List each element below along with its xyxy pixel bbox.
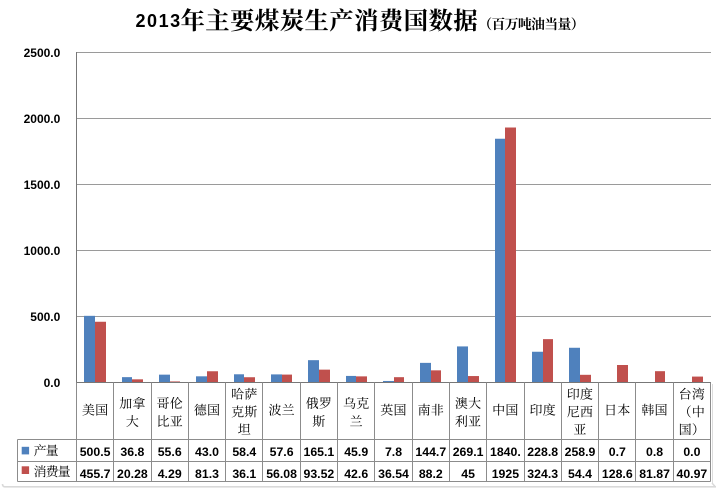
svg-text:40.97: 40.97 (677, 467, 708, 481)
svg-text:2013: 2013 (136, 11, 182, 31)
svg-text:57.6: 57.6 (270, 445, 294, 459)
svg-text:93.52: 93.52 (304, 467, 335, 481)
svg-text:54.4: 54.4 (568, 467, 592, 481)
svg-text:56.08: 56.08 (266, 467, 297, 481)
svg-text:128.6: 128.6 (602, 467, 633, 481)
svg-text:2500.0: 2500.0 (24, 46, 61, 60)
svg-text:55.6: 55.6 (158, 445, 182, 459)
svg-text:258.9: 258.9 (565, 445, 596, 459)
svg-text:88.2: 88.2 (419, 467, 443, 481)
svg-text:269.1: 269.1 (453, 445, 484, 459)
svg-text:0.8: 0.8 (646, 445, 663, 459)
svg-text:0.0: 0.0 (44, 376, 61, 390)
svg-text:45.9: 45.9 (344, 445, 368, 459)
svg-text:7.8: 7.8 (385, 445, 402, 459)
svg-text:0.7: 0.7 (609, 445, 626, 459)
svg-text:81.87: 81.87 (639, 467, 670, 481)
svg-text:1000.0: 1000.0 (24, 244, 61, 258)
svg-text:2000.0: 2000.0 (24, 112, 61, 126)
svg-text:4.29: 4.29 (158, 467, 182, 481)
svg-text:1500.0: 1500.0 (24, 178, 61, 192)
svg-text:45: 45 (461, 467, 475, 481)
svg-text:42.6: 42.6 (344, 467, 368, 481)
svg-text:58.4: 58.4 (232, 445, 256, 459)
svg-text:1925: 1925 (492, 467, 520, 481)
svg-text:165.1: 165.1 (304, 445, 335, 459)
svg-text:43.0: 43.0 (195, 445, 219, 459)
svg-text:144.7: 144.7 (415, 445, 446, 459)
svg-text:500.0: 500.0 (30, 310, 60, 324)
svg-text:1840.: 1840. (490, 445, 521, 459)
svg-text:324.3: 324.3 (527, 467, 558, 481)
svg-text:36.54: 36.54 (378, 467, 409, 481)
svg-text:228.8: 228.8 (527, 445, 558, 459)
svg-text:0.0: 0.0 (683, 445, 700, 459)
svg-text:455.7: 455.7 (80, 467, 111, 481)
svg-text:500.5: 500.5 (80, 445, 111, 459)
svg-text:20.28: 20.28 (117, 467, 148, 481)
svg-text:81.3: 81.3 (195, 467, 219, 481)
svg-text:36.1: 36.1 (232, 467, 256, 481)
svg-text:36.8: 36.8 (120, 445, 144, 459)
